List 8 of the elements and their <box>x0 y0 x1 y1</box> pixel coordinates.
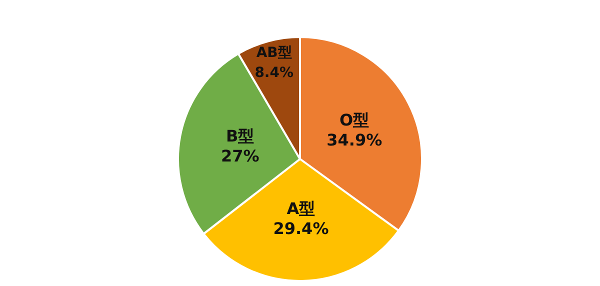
data-label: 8.4% <box>254 65 294 82</box>
slice-label: O型 <box>340 110 370 130</box>
data-label: 29.4% <box>273 219 329 238</box>
data-label: 27% <box>220 146 260 166</box>
slice-label: A型 <box>286 199 316 218</box>
slice-label: AB型 <box>256 45 292 62</box>
data-label: 34.9% <box>326 130 382 150</box>
slice-label: B型 <box>226 126 254 146</box>
